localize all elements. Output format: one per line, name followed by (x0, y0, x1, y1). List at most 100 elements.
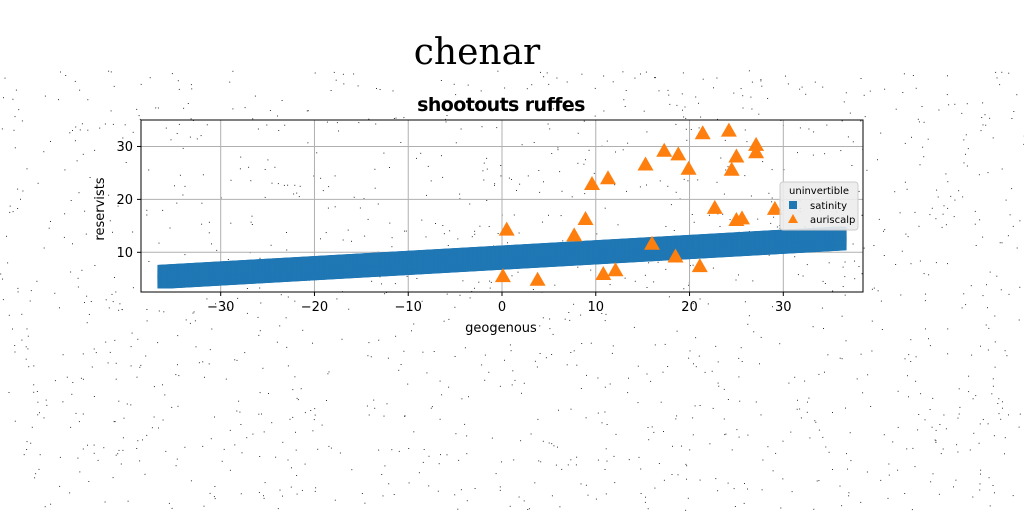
speckle-dot (31, 426, 33, 428)
speckle-dot (478, 281, 480, 283)
speckle-dot (958, 190, 960, 192)
speckle-dot (246, 288, 248, 289)
speckle-dot (458, 459, 460, 461)
auriscalp-point (720, 122, 737, 137)
speckle-dot (140, 364, 142, 366)
speckle-dot (195, 346, 197, 348)
speckle-dot (4, 77, 6, 79)
speckle-dot (26, 441, 28, 443)
speckle-dot (79, 471, 81, 473)
speckle-dot (120, 463, 122, 465)
speckle-dot (353, 73, 355, 75)
speckle-dot (771, 197, 773, 199)
speckle-dot (469, 297, 471, 299)
speckle-dot (639, 186, 641, 188)
speckle-dot (867, 374, 869, 376)
speckle-dot (280, 294, 282, 296)
speckle-dot (698, 355, 700, 357)
speckle-dot (17, 291, 19, 293)
speckle-dot (738, 376, 740, 378)
speckle-dot (206, 298, 208, 300)
speckle-dot (459, 193, 461, 195)
speckle-dot (391, 237, 393, 239)
speckle-dot (111, 293, 113, 295)
speckle-dot (807, 401, 808, 403)
speckle-dot (814, 81, 816, 83)
speckle-dot (724, 434, 726, 436)
speckle-dot (848, 492, 850, 494)
speckle-dot (943, 205, 945, 207)
speckle-dot (797, 152, 798, 154)
speckle-dot (812, 326, 814, 328)
speckle-dot (918, 225, 920, 227)
speckle-dot (813, 131, 815, 133)
speckle-dot (127, 500, 129, 502)
speckle-dot (915, 87, 917, 89)
speckle-dot (911, 136, 912, 138)
speckle-dot (551, 354, 553, 355)
speckle-dot (110, 110, 112, 112)
speckle-dot (374, 168, 376, 170)
speckle-dot (35, 473, 37, 475)
speckle-dot (557, 446, 558, 448)
auriscalp-point (748, 136, 765, 151)
speckle-dot (551, 495, 553, 497)
speckle-dot (90, 301, 92, 302)
speckle-dot (998, 413, 1000, 415)
speckle-dot (65, 75, 67, 76)
speckle-dot (767, 446, 769, 448)
speckle-dot (846, 453, 847, 455)
speckle-dot (274, 166, 276, 168)
speckle-dot (146, 309, 148, 310)
speckle-dot (548, 442, 550, 444)
speckle-dot (307, 142, 309, 144)
speckle-dot (646, 373, 648, 375)
speckle-dot (112, 477, 114, 479)
speckle-dot (527, 509, 529, 510)
x-axis-ticks: −30 −20 −10 0 10 20 30 (207, 292, 792, 315)
speckle-dot (335, 79, 337, 81)
speckle-dot (138, 115, 140, 117)
speckle-dot (310, 410, 312, 411)
speckle-dot (825, 446, 827, 448)
speckle-dot (179, 174, 181, 176)
speckle-dot (12, 328, 13, 330)
speckle-dot (327, 373, 329, 375)
chart-title: shootouts ruffes (417, 94, 585, 116)
speckle-dot (752, 280, 754, 282)
speckle-dot (342, 239, 344, 241)
speckle-dot (648, 439, 650, 441)
speckle-dot (929, 214, 931, 216)
speckle-dot (136, 108, 138, 110)
speckle-dot (738, 274, 739, 276)
speckle-dot (740, 88, 742, 90)
speckle-dot (815, 421, 817, 423)
speckle-dot (190, 118, 192, 120)
speckle-dot (14, 116, 16, 118)
speckle-dot (408, 448, 410, 449)
speckle-dot (904, 142, 906, 144)
speckle-dot (711, 370, 713, 372)
speckle-dot (374, 187, 376, 189)
speckle-dot (717, 382, 719, 384)
speckle-dot (640, 468, 642, 470)
speckle-dot (617, 224, 619, 226)
speckle-dot (493, 326, 495, 327)
speckle-dot (193, 311, 195, 313)
speckle-dot (982, 124, 984, 126)
speckle-dot (201, 223, 203, 225)
speckle-dot (751, 108, 753, 110)
speckle-dot (567, 105, 569, 107)
speckle-dot (148, 261, 150, 262)
speckle-dot (8, 314, 10, 316)
speckle-dot (1012, 225, 1014, 227)
speckle-dot (30, 442, 32, 444)
speckle-dot (214, 486, 216, 487)
speckle-dot (685, 304, 687, 306)
speckle-dot (132, 131, 134, 133)
speckle-dot (606, 140, 608, 142)
speckle-dot (557, 149, 559, 151)
speckle-dot (115, 378, 117, 380)
speckle-dot (840, 150, 842, 152)
speckle-dot (968, 375, 970, 377)
